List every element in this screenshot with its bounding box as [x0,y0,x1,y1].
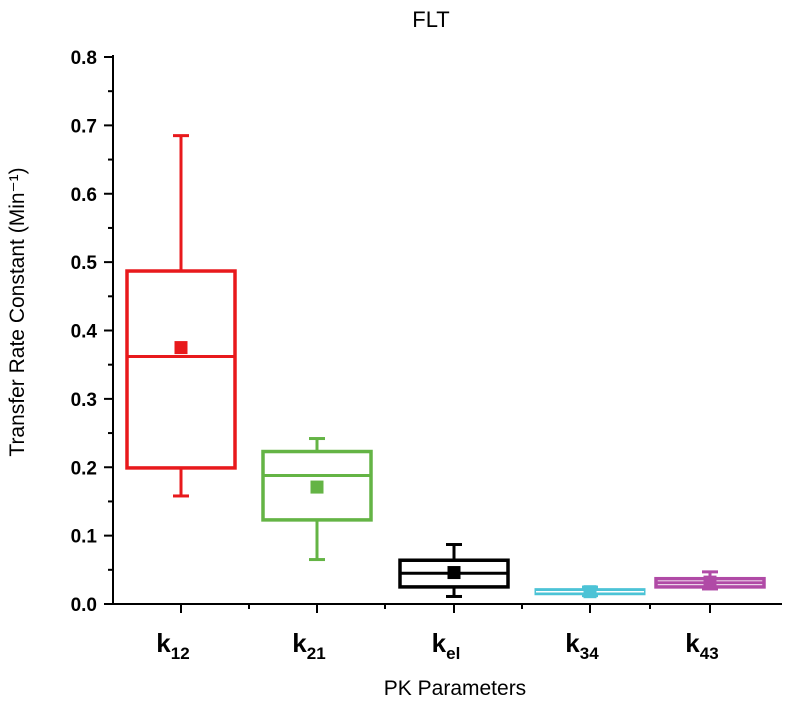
x-axis-title: PK Parameters [384,677,526,700]
box-k34: k34 [534,585,646,663]
y-tick-label: 0.6 [71,185,97,206]
y-tick-label: 0.8 [71,48,97,69]
x-tick-label-k21: k21 [292,628,325,663]
box-k12: k12 [125,134,237,663]
x-tick-label-k34: k34 [565,628,599,663]
mean-marker [703,575,717,589]
y-tick-label: 0.4 [71,322,98,343]
y-tick-label: 0.7 [71,116,97,137]
y-axis-title: Transfer Rate Constant (Min⁻¹) [6,167,29,456]
x-tick-label-k43: k43 [685,628,718,663]
mean-marker [310,480,324,494]
iqr-box [261,449,373,522]
y-tick-label: 0.5 [71,253,98,274]
y-tick-label: 0.2 [71,458,97,479]
box-k43: k43 [654,570,766,663]
y-tick-label: 0.1 [71,527,98,548]
y-tick-label: 0.3 [71,390,97,411]
mean-marker [174,341,188,355]
mean-marker [447,566,461,580]
box-k21: k21 [261,437,373,663]
x-tick-label-kel: kel [432,628,461,663]
iqr-box [125,269,237,470]
mean-marker [583,585,597,599]
chart-title: FLT [412,7,449,32]
box-kel: kel [398,543,510,663]
x-tick-label-k12: k12 [156,628,189,663]
y-tick-label: 0.0 [71,595,97,616]
plot-area: 0.0 0.1 0.2 0.3 0.4 0.5 0.6 0.7 0.8 k12 k21 kel k34 k… [71,48,782,663]
